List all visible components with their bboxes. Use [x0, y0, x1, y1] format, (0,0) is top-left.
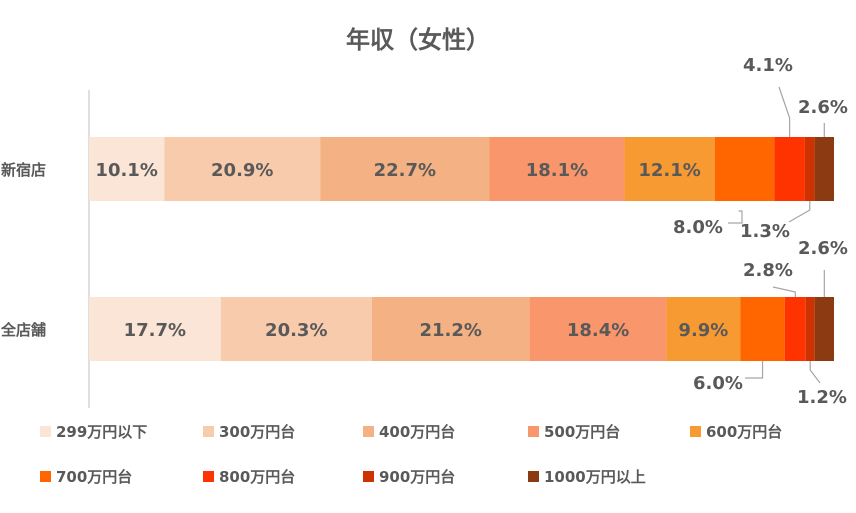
- bar-segment: [814, 297, 834, 361]
- data-label: 12.1%: [638, 160, 700, 181]
- data-label: 8.0%: [673, 217, 723, 238]
- bar-segment: [220, 297, 372, 361]
- bar-segment: [624, 137, 715, 201]
- leader-lines: [728, 86, 825, 384]
- bar-segment: [320, 137, 490, 201]
- data-label: 20.9%: [211, 160, 273, 181]
- legend-item: 1000万円以上: [528, 468, 646, 486]
- legend-label: 800万円台: [219, 468, 295, 486]
- bar-segment: [740, 297, 785, 361]
- data-label: 10.1%: [95, 160, 157, 181]
- legend-item: 500万円台: [528, 423, 620, 441]
- legend-label: 1000万円以上: [544, 468, 646, 486]
- data-label: 18.1%: [526, 160, 588, 181]
- legend-swatch: [363, 471, 374, 482]
- legend-swatch: [690, 426, 701, 437]
- legend-item: 900万円台: [363, 468, 455, 486]
- bar-segment: [805, 297, 815, 361]
- legend-item: 800万円台: [203, 468, 295, 486]
- legend-swatch: [40, 471, 51, 482]
- leader-line: [788, 201, 811, 223]
- legend-swatch: [40, 426, 51, 437]
- data-label: 1.2%: [797, 387, 847, 408]
- leader-line: [778, 86, 791, 137]
- bar-segment: [784, 297, 806, 361]
- legend-swatch: [203, 471, 214, 482]
- bar-segment: [774, 137, 805, 201]
- legend: 299万円以下 300万円台 400万円台 500万円台 600万円台 700万円台 800…: [40, 423, 782, 486]
- leader-line: [772, 286, 796, 297]
- legend-label: 500万円台: [544, 423, 620, 441]
- data-label: 18.4%: [567, 320, 629, 341]
- leader-line: [745, 361, 764, 379]
- legend-item: 600万円台: [690, 423, 782, 441]
- bar-segment: [666, 297, 741, 361]
- data-labels: 10.1% 20.9% 22.7% 18.1% 12.1% 8.0% 4.1% 1.3% 2.6…: [95, 55, 848, 408]
- data-label: 17.7%: [124, 320, 186, 341]
- bar-segment: [814, 137, 834, 201]
- legend-label: 600万円台: [706, 423, 782, 441]
- data-label: 2.8%: [743, 260, 793, 281]
- legend-label: 700万円台: [56, 468, 132, 486]
- legend-item: 700万円台: [40, 468, 132, 486]
- data-label: 2.6%: [798, 97, 848, 118]
- data-label: 6.0%: [693, 373, 743, 394]
- bar-segment: [714, 137, 775, 201]
- legend-label: 400万円台: [379, 423, 455, 441]
- leader-line: [809, 361, 821, 384]
- legend-item: 300万円台: [203, 423, 295, 441]
- bar-segment: [89, 137, 165, 201]
- legend-label: 900万円台: [379, 468, 455, 486]
- category-label: 全店舗: [0, 321, 46, 339]
- legend-swatch: [363, 426, 374, 437]
- bar-segment: [89, 297, 221, 361]
- bar-segment: [489, 137, 625, 201]
- legend-item: 400万円台: [363, 423, 455, 441]
- legend-swatch: [528, 471, 539, 482]
- bar-segment: [371, 297, 530, 361]
- legend-swatch: [203, 426, 214, 437]
- data-label: 2.6%: [798, 238, 848, 259]
- data-label: 20.3%: [265, 320, 327, 341]
- legend-label: 300万円台: [219, 423, 295, 441]
- data-label: 9.9%: [678, 320, 728, 341]
- legend-label: 299万円以下: [56, 423, 147, 441]
- legend-item: 299万円以下: [40, 423, 147, 441]
- chart-title: 年収（女性）: [346, 26, 490, 54]
- data-label: 4.1%: [743, 55, 793, 76]
- bar-segment: [804, 137, 815, 201]
- data-label: 21.2%: [419, 320, 481, 341]
- bar-segment: [529, 297, 667, 361]
- leader-line: [728, 210, 743, 224]
- data-label: 1.3%: [740, 221, 790, 242]
- legend-swatch: [528, 426, 539, 437]
- bar-segment: [164, 137, 321, 201]
- bars-layer: [89, 137, 834, 361]
- category-label: 新宿店: [1, 161, 46, 179]
- data-label: 22.7%: [374, 160, 436, 181]
